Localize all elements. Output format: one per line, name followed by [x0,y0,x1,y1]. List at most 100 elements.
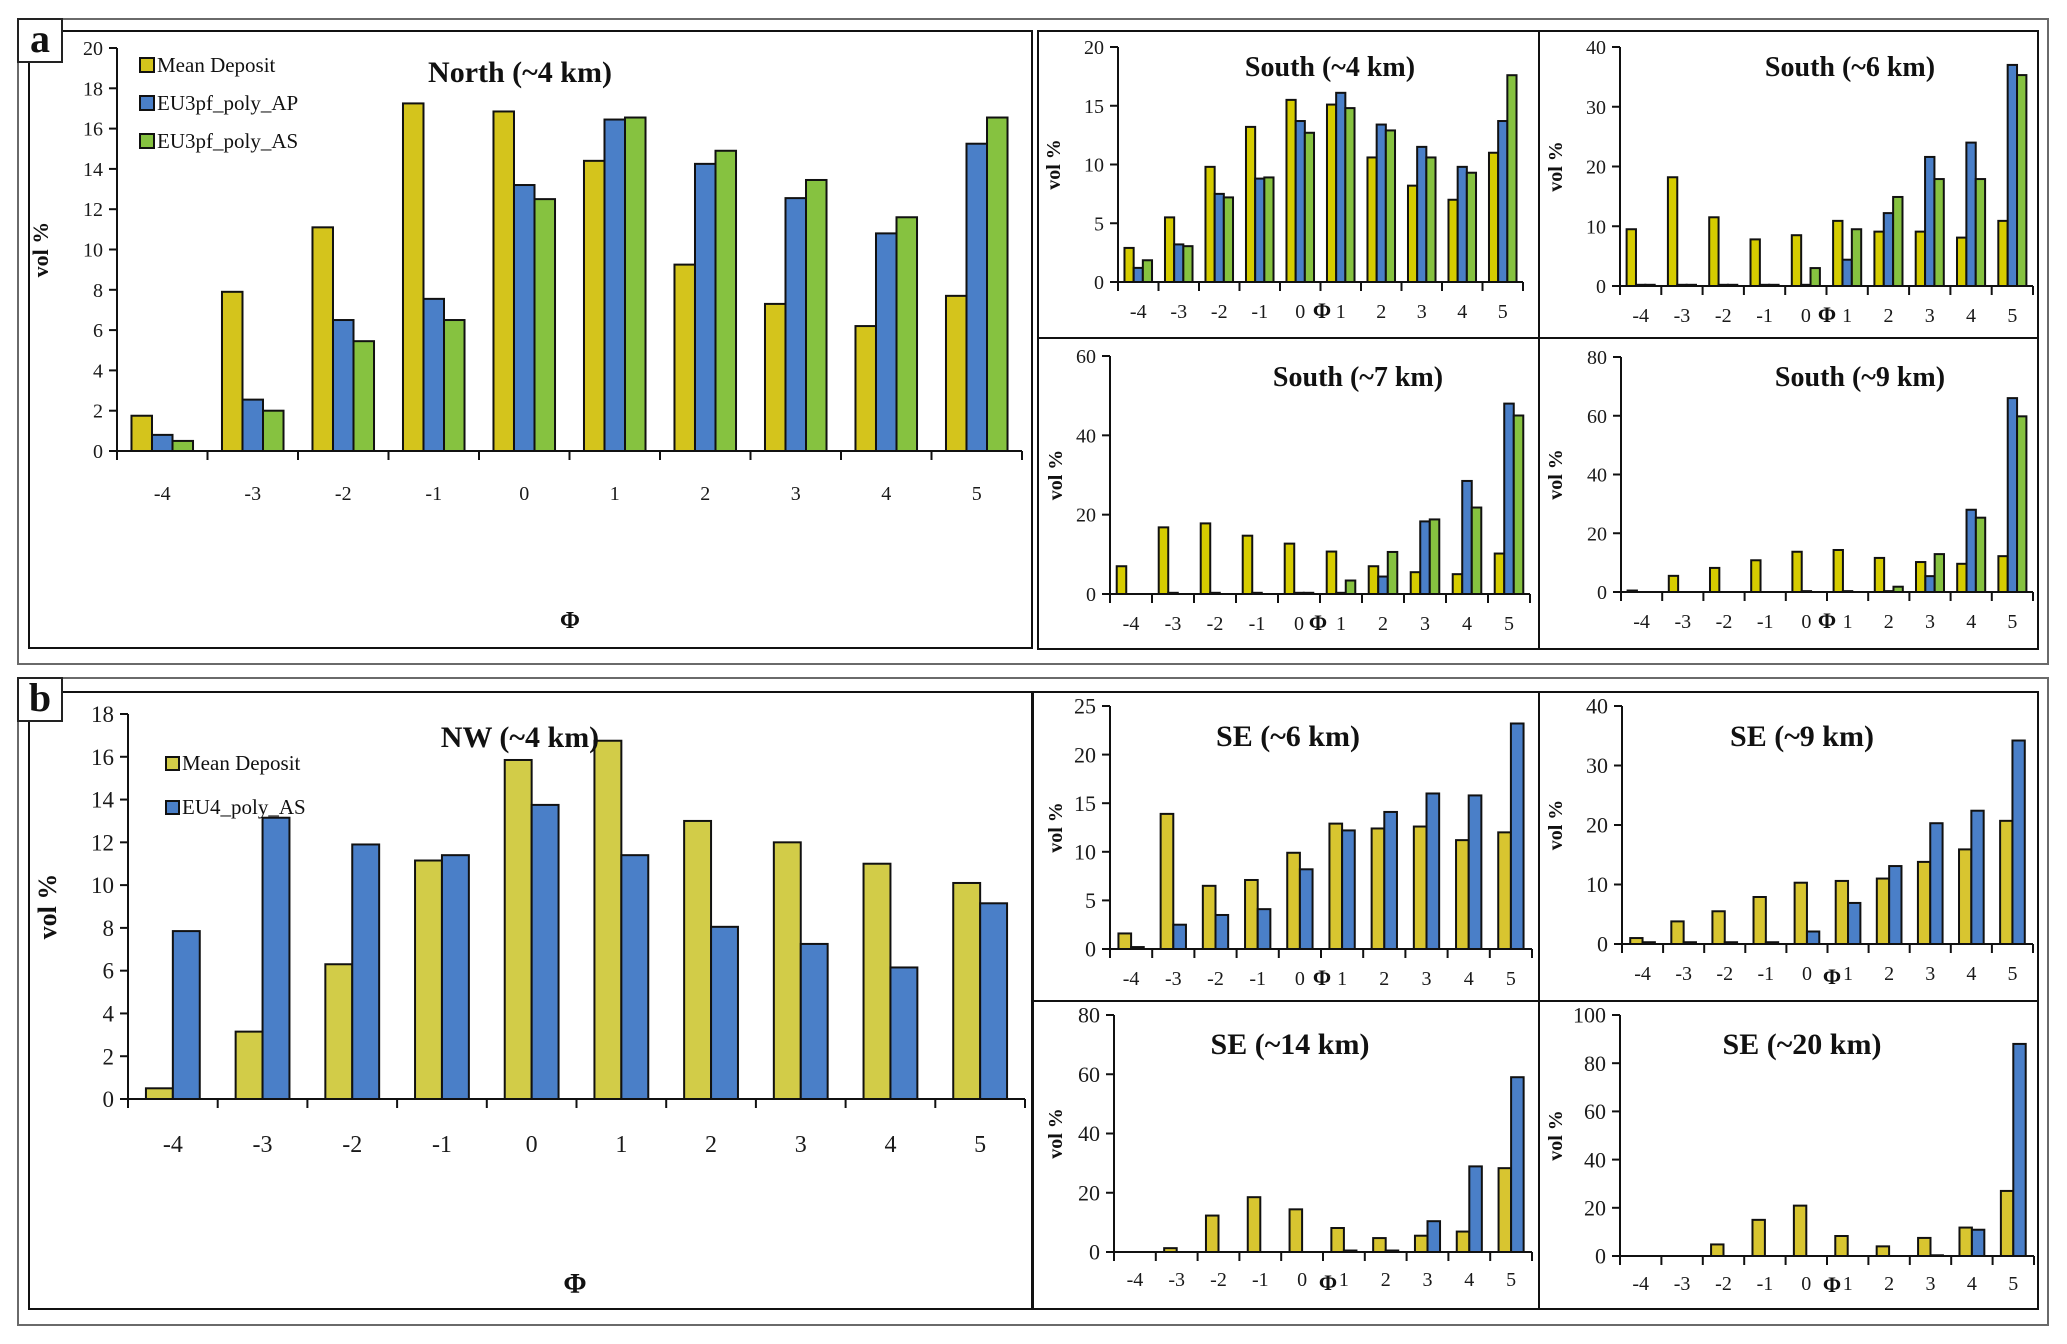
y-tick-label: 60 [1587,406,1607,428]
x-tick-label: 1 [610,483,620,505]
bar-mean-deposit [1956,562,1968,593]
bar-mean-deposit [1163,216,1176,283]
y-tick-label: 16 [83,119,103,141]
y-axis-label: vol % [1045,450,1067,501]
x-tick-label: -4 [154,483,171,505]
x-tick-label: -3 [244,483,261,505]
bar-mean-deposit [772,841,802,1100]
y-tick-label: 20 [1587,523,1607,545]
x-tick-label: 1 [615,1132,627,1158]
bar-mean-deposit [1406,184,1419,283]
x-tick-label: -1 [1251,301,1268,323]
y-tick-label: 40 [1078,1121,1100,1146]
bar-eu3pf-poly-ap [1251,591,1263,595]
bar-mean-deposit [1117,932,1133,950]
bar-eu3pf-poly-ap [2006,397,2019,593]
bar-eu3pf-poly-ap [1419,520,1431,595]
bar-eu3pf-poly-ap [1254,177,1266,284]
bar-mean-deposit [1204,1214,1220,1254]
x-tick-label: 4 [1464,968,1474,990]
bar-eu4-poly-as [1805,930,1821,946]
y-tick-label: 0 [1596,276,1606,298]
bar-eu3pf-poly-as [1726,283,1739,287]
bar-eu3pf-poly-ap [1293,591,1305,595]
x-tick-label: -4 [1123,613,1140,635]
x-tick-label: -4 [163,1132,183,1158]
chart-box-south-7km [1037,337,1540,650]
bar-mean-deposit [1493,552,1506,595]
x-tick-label: -4 [1634,963,1651,985]
bar-eu3pf-poly-as [1344,107,1356,283]
bar-eu3pf-poly-ap [1416,145,1428,283]
y-tick-label: 25 [1074,694,1096,719]
y-tick-label: 0 [1597,932,1608,957]
x-axis-label: Φ [1823,964,1841,989]
x-axis-label: Φ [1313,298,1331,323]
legend-swatch [165,800,180,815]
bar-mean-deposit [1199,522,1212,595]
x-tick-label: 1 [1843,611,1853,633]
bar-eu3pf-poly-as [1303,131,1316,283]
y-tick-label: 5 [1085,888,1096,913]
x-axis-label: Φ [1319,1270,1337,1295]
bar-eu3pf-poly-ap [1634,283,1647,287]
bar-eu4-poly-as [1342,1249,1358,1254]
bar-mean-deposit [1241,534,1254,596]
y-tick-label: 14 [91,788,115,813]
x-tick-label: -1 [1249,968,1266,990]
bar-mean-deposit [1285,98,1297,283]
y-tick-label: 10 [83,240,103,262]
x-tick-label: -1 [1757,1273,1774,1295]
x-tick-label: 0 [526,1132,538,1158]
panel-a-frame [17,18,2049,665]
bar-eu4-poly-as [1468,1165,1483,1254]
bar-mean-deposit [1244,125,1257,284]
y-tick-label: 10 [1074,840,1096,865]
bar-eu4-poly-as [1341,829,1356,951]
bar-eu3pf-poly-ap [1335,591,1347,595]
y-axis-label: vol % [1545,141,1567,192]
bar-eu3pf-poly-ap [1965,508,1977,593]
x-tick-label: -3 [1674,611,1691,633]
panel-b-label: b [17,677,63,722]
x-tick-label: 5 [1506,968,1516,990]
x-tick-label: -3 [1165,613,1182,635]
x-tick-label: -4 [1130,301,1147,323]
bar-mean-deposit [1751,1218,1766,1257]
x-tick-label: 3 [1423,1269,1433,1291]
bar-eu3pf-poly-ap [1132,266,1144,283]
bar-eu4-poly-as [1298,868,1314,951]
y-tick-label: 8 [103,916,115,941]
y-tick-label: 6 [103,959,115,984]
y-tick-label: 10 [91,873,114,898]
bar-eu3pf-poly-ap [784,197,808,452]
bar-eu4-poly-as [351,843,381,1100]
chart-title: SE (~20 km) [1723,1028,1882,1061]
bar-mean-deposit [1917,1236,1932,1258]
x-tick-label: 0 [1294,613,1304,635]
y-tick-label: 20 [1586,157,1606,179]
bar-eu4-poly-as [1509,722,1525,950]
bar-eu3pf-poly-as [1644,283,1656,287]
x-tick-label: 1 [1843,963,1853,985]
x-tick-label: 5 [1506,1269,1516,1291]
y-tick-label: 18 [83,78,103,100]
bar-eu3pf-poly-ap [1375,123,1387,283]
bar-mean-deposit [1999,819,2014,946]
bar-eu3pf-poly-ap [1841,258,1853,287]
bar-mean-deposit [1708,216,1720,288]
bar-eu3pf-poly-as [1386,550,1399,595]
bar-eu3pf-poly-as [1465,171,1478,284]
x-tick-label: 4 [1967,1273,1977,1295]
bar-eu4-poly-as [1929,1254,1944,1257]
x-axis-label: Φ [1309,610,1327,635]
y-tick-label: 15 [1074,791,1096,816]
bar-eu3pf-poly-ap [1883,590,1895,594]
bar-eu4-poly-as [1172,923,1187,951]
y-tick-label: 80 [1078,1003,1100,1028]
x-tick-label: -3 [1170,301,1187,323]
bar-eu4-poly-as [1467,794,1483,951]
bar-eu4-poly-as [440,854,470,1101]
bar-eu3pf-poly-as [895,216,919,452]
x-tick-label: 3 [1925,305,1935,327]
